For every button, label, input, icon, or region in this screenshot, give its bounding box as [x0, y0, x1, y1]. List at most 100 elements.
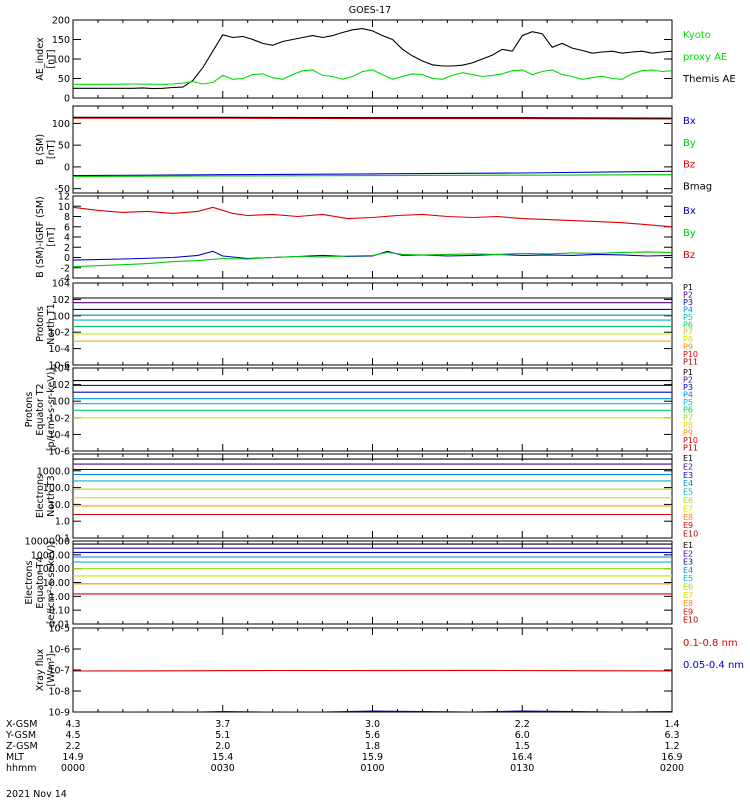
x-row-value: 5.6 — [365, 730, 380, 741]
legend-entry: E6 — [683, 583, 693, 592]
legend-entry: P7 — [683, 413, 693, 422]
y-tick-label: 10-4 — [48, 430, 70, 441]
series-line-bmag — [73, 116, 672, 119]
legend-entry: P8 — [683, 335, 693, 344]
y-tick-label: 0.10 — [49, 606, 70, 617]
legend-entry: P9 — [683, 343, 693, 352]
y-tick-label: 100 — [52, 397, 70, 408]
y-tick-label: 10-6 — [48, 645, 70, 656]
y-axis-label: [nT] — [46, 140, 57, 159]
legend-entry: P4 — [683, 305, 693, 314]
x-row-value: 0000 — [61, 763, 85, 774]
x-row-value: 14.9 — [62, 752, 83, 763]
legend-entry: E2 — [683, 549, 693, 558]
legend-entry: E3 — [683, 471, 693, 480]
legend-entry: E10 — [683, 616, 698, 625]
legend-entry: E7 — [683, 504, 693, 513]
y-tick-label: 100 — [52, 311, 70, 322]
y-tick-label: 150 — [52, 35, 70, 46]
series-line-bx — [73, 170, 672, 177]
y-axis-label: [p/(cm²-s-sr-keV)] — [46, 368, 57, 451]
x-row-value: 1.2 — [664, 741, 679, 752]
y-tick-label: 10-9 — [48, 708, 70, 719]
panel-2: -50 0 50 100 B (SM) [nT] Bx By Bz Bmag — [35, 105, 712, 195]
y-tick-label: 4 — [64, 233, 70, 244]
y-axis-label: [W/m²] — [46, 653, 57, 686]
y-axis-label: B (SM) — [35, 134, 46, 165]
legend-entry: E5 — [683, 488, 693, 497]
series-line-by — [73, 174, 672, 178]
legend-entry: E5 — [683, 574, 693, 583]
legend-entry: E7 — [683, 591, 693, 600]
series-line-kyoto-proxy-ae — [73, 69, 672, 85]
x-row-value: 1.8 — [365, 741, 380, 752]
y-axis-label: Equator T2 — [35, 383, 46, 435]
legend-entry: P8 — [683, 421, 693, 430]
x-row-value: 16.4 — [512, 752, 533, 763]
legend-entry: 0.1-0.8 nm — [683, 638, 738, 649]
y-tick-label: -2 — [61, 263, 70, 274]
y-axis-label: [e/(cm²-s-sr-keV)] — [46, 541, 57, 624]
y-tick-label: 104 — [52, 279, 70, 290]
date-label: 2021 Nov 14 — [6, 789, 67, 800]
legend-entry: P3 — [683, 298, 693, 307]
y-axis-label: AE_index — [35, 37, 46, 81]
x-row-value: 0200 — [660, 763, 684, 774]
legend-entry: E6 — [683, 496, 693, 505]
series-line-bz — [73, 206, 672, 228]
y-tick-label: 10000.00 — [25, 537, 70, 548]
y-tick-label: 200 — [52, 16, 70, 27]
y-axis-label: North T3 — [46, 475, 57, 516]
y-axis-label: [nT] — [46, 227, 57, 246]
legend-entry: Bx — [683, 206, 696, 217]
x-row-value: 2.2 — [65, 741, 80, 752]
legend-entry: P2 — [683, 290, 693, 299]
panel-frame — [72, 453, 673, 539]
x-row-label: X-GSM — [6, 719, 37, 730]
y-tick-label: 10.00 — [43, 578, 70, 589]
x-row-value: 4.3 — [65, 719, 80, 730]
y-axis-label: Xray flux — [35, 648, 46, 691]
legend-entry: Bz — [683, 160, 695, 171]
y-tick-label: 0.1 — [55, 534, 70, 545]
x-row-label: Y-GSM — [5, 730, 36, 741]
y-tick-label: 0 — [64, 253, 70, 264]
x-row-value: 2.0 — [215, 741, 230, 752]
legend-entry: E10 — [683, 530, 698, 539]
y-tick-label: 10-8 — [48, 687, 70, 698]
legend-entry: P6 — [683, 406, 693, 415]
y-tick-label: 100 — [52, 55, 70, 66]
x-row-value: 6.0 — [515, 730, 530, 741]
y-axis-label: B (SM)-IGRF (SM) — [35, 196, 46, 278]
panel-1: 0 50 100 150 200 AE_index [nT] Kyoto proxy AE The… — [35, 16, 736, 105]
x-row-value: 4.5 — [65, 730, 80, 741]
panel-frame — [72, 540, 673, 625]
x-row-value: 2.2 — [515, 719, 530, 730]
y-axis-label: Protons — [35, 306, 46, 342]
y-tick-label: 102 — [52, 295, 70, 306]
legend-entry: E3 — [683, 558, 693, 567]
panel-5: 10-6 10-4 10-2 100 102 104 Protons Equator T2 [p… — [24, 364, 698, 458]
legend-entry: P11 — [683, 443, 698, 452]
legend-entry: Kyoto — [683, 30, 711, 41]
series-line-bz — [73, 117, 672, 120]
x-row-value: 3.0 — [365, 719, 380, 730]
y-tick-label: 50 — [58, 74, 70, 85]
legend-entry: P6 — [683, 320, 693, 329]
panel-8: 10-9 10-8 10-7 10-6 10-5 Xray flux [W/m²] 0.1-0… — [35, 624, 744, 719]
panel-frame — [72, 627, 673, 713]
x-row-value: 16.9 — [661, 752, 682, 763]
x-row-value: 0100 — [360, 763, 384, 774]
panel-frame — [72, 195, 673, 279]
y-tick-label: 0 — [64, 94, 70, 105]
legend-entry: P1 — [683, 368, 693, 377]
x-row-value: 0130 — [510, 763, 534, 774]
x-row-label: MLT — [6, 752, 24, 763]
y-tick-label: 50 — [58, 141, 70, 152]
panel-4: 10-6 10-4 10-2 100 102 104 Protons North T1 P1P2… — [35, 279, 698, 372]
y-axis-label: Electrons — [35, 474, 46, 518]
legend-entry: P9 — [683, 428, 693, 437]
legend-entry: P10 — [683, 350, 698, 359]
